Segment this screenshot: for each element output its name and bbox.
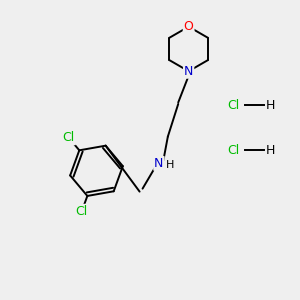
Text: O: O bbox=[184, 20, 194, 33]
Text: Cl: Cl bbox=[227, 99, 239, 112]
Text: N: N bbox=[184, 65, 193, 78]
Text: H: H bbox=[266, 99, 275, 112]
Text: H: H bbox=[266, 143, 275, 157]
Text: Cl: Cl bbox=[227, 143, 239, 157]
Text: Cl: Cl bbox=[76, 205, 88, 218]
Text: H: H bbox=[166, 160, 174, 170]
Text: N: N bbox=[154, 157, 164, 170]
Text: Cl: Cl bbox=[63, 131, 75, 144]
